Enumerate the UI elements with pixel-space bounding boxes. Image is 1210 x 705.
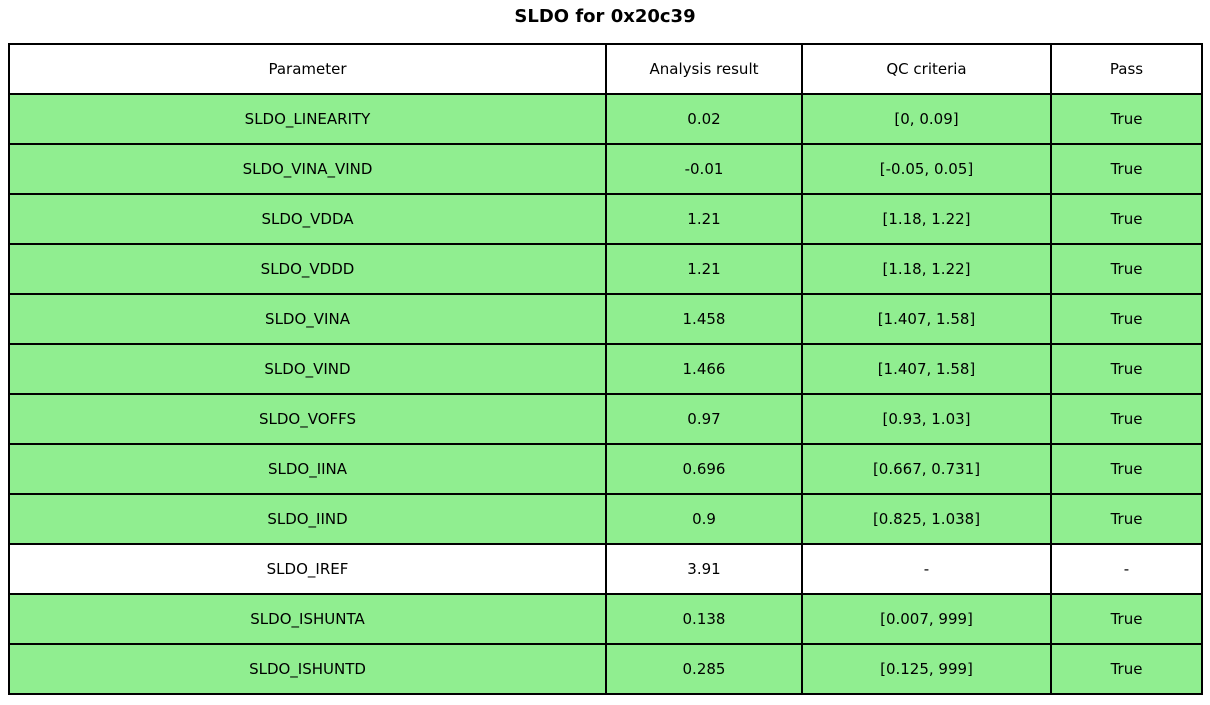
parameter-cell: SLDO_VDDD — [8, 243, 607, 295]
table-row: SLDO_IREF 3.91 - - — [8, 543, 1203, 595]
parameter-cell: SLDO_IIND — [8, 493, 607, 545]
pass-cell: True — [1050, 193, 1203, 245]
criteria-cell: [0, 0.09] — [801, 93, 1052, 145]
criteria-cell: [1.18, 1.22] — [801, 243, 1052, 295]
pass-cell: True — [1050, 643, 1203, 695]
parameter-cell: SLDO_ISHUNTD — [8, 643, 607, 695]
result-cell: 0.138 — [605, 593, 803, 645]
parameter-cell: SLDO_VINA — [8, 293, 607, 345]
result-cell: 0.97 — [605, 393, 803, 445]
result-cell: 3.91 — [605, 543, 803, 595]
criteria-cell: [0.125, 999] — [801, 643, 1052, 695]
parameter-cell: SLDO_IINA — [8, 443, 607, 495]
table-row: SLDO_VOFFS 0.97 [0.93, 1.03] True — [8, 393, 1203, 445]
table-row: SLDO_VINA_VIND -0.01 [-0.05, 0.05] True — [8, 143, 1203, 195]
parameter-cell: SLDO_VOFFS — [8, 393, 607, 445]
pass-cell: True — [1050, 393, 1203, 445]
criteria-cell: [0.93, 1.03] — [801, 393, 1052, 445]
result-cell: -0.01 — [605, 143, 803, 195]
table-row: SLDO_IINA 0.696 [0.667, 0.731] True — [8, 443, 1203, 495]
result-cell: 0.285 — [605, 643, 803, 695]
table-row: SLDO_ISHUNTA 0.138 [0.007, 999] True — [8, 593, 1203, 645]
pass-cell: True — [1050, 443, 1203, 495]
criteria-cell: [1.18, 1.22] — [801, 193, 1052, 245]
criteria-cell: [0.667, 0.731] — [801, 443, 1052, 495]
pass-cell: True — [1050, 243, 1203, 295]
column-header-pass: Pass — [1050, 43, 1203, 95]
table-row: SLDO_LINEARITY 0.02 [0, 0.09] True — [8, 93, 1203, 145]
column-header-qc-criteria: QC criteria — [801, 43, 1052, 95]
table-row: SLDO_ISHUNTD 0.285 [0.125, 999] True — [8, 643, 1203, 695]
parameter-cell: SLDO_IREF — [8, 543, 607, 595]
result-cell: 1.458 — [605, 293, 803, 345]
table-row: SLDO_VIND 1.466 [1.407, 1.58] True — [8, 343, 1203, 395]
qc-results-table: Parameter Analysis result QC criteria Pa… — [8, 43, 1203, 695]
criteria-cell: [1.407, 1.58] — [801, 293, 1052, 345]
page-title: SLDO for 0x20c39 — [514, 6, 696, 27]
criteria-cell: [-0.05, 0.05] — [801, 143, 1052, 195]
table-row: SLDO_VINA 1.458 [1.407, 1.58] True — [8, 293, 1203, 345]
table-header-row: Parameter Analysis result QC criteria Pa… — [8, 43, 1203, 95]
column-header-parameter: Parameter — [8, 43, 607, 95]
pass-cell: True — [1050, 343, 1203, 395]
parameter-cell: SLDO_VDDA — [8, 193, 607, 245]
criteria-cell: [1.407, 1.58] — [801, 343, 1052, 395]
pass-cell: True — [1050, 593, 1203, 645]
criteria-cell: [0.825, 1.038] — [801, 493, 1052, 545]
result-cell: 0.02 — [605, 93, 803, 145]
parameter-cell: SLDO_VIND — [8, 343, 607, 395]
result-cell: 1.466 — [605, 343, 803, 395]
parameter-cell: SLDO_LINEARITY — [8, 93, 607, 145]
result-cell: 0.696 — [605, 443, 803, 495]
column-header-analysis-result: Analysis result — [605, 43, 803, 95]
pass-cell: - — [1050, 543, 1203, 595]
criteria-cell: [0.007, 999] — [801, 593, 1052, 645]
pass-cell: True — [1050, 93, 1203, 145]
table-row: SLDO_VDDA 1.21 [1.18, 1.22] True — [8, 193, 1203, 245]
table-row: SLDO_IIND 0.9 [0.825, 1.038] True — [8, 493, 1203, 545]
parameter-cell: SLDO_ISHUNTA — [8, 593, 607, 645]
table-row: SLDO_VDDD 1.21 [1.18, 1.22] True — [8, 243, 1203, 295]
result-cell: 0.9 — [605, 493, 803, 545]
parameter-cell: SLDO_VINA_VIND — [8, 143, 607, 195]
result-cell: 1.21 — [605, 193, 803, 245]
criteria-cell: - — [801, 543, 1052, 595]
pass-cell: True — [1050, 493, 1203, 545]
pass-cell: True — [1050, 293, 1203, 345]
pass-cell: True — [1050, 143, 1203, 195]
result-cell: 1.21 — [605, 243, 803, 295]
